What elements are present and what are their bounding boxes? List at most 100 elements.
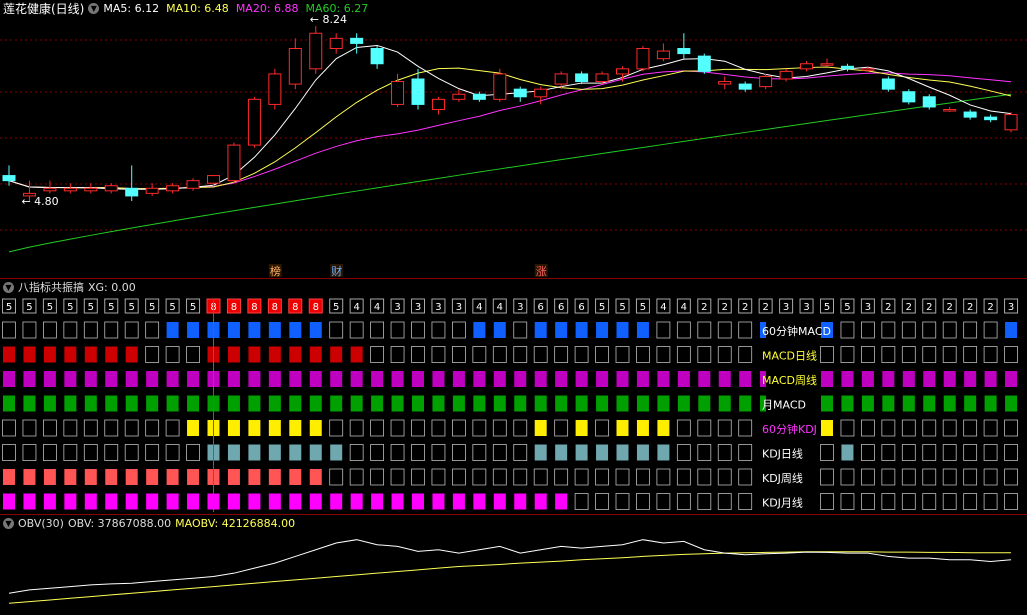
signal-on <box>105 493 118 510</box>
signal-on <box>616 420 629 436</box>
signal-off <box>83 419 98 437</box>
signal-off <box>124 444 139 461</box>
signal-off <box>615 493 630 510</box>
main-chart-panel[interactable]: 莲花健康(日线) ▼ MA5: 6.12 MA10: 6.48 MA20: 6.88… <box>0 0 1027 278</box>
signal-on <box>739 395 752 412</box>
signal-off <box>186 346 200 363</box>
signal-on <box>330 346 343 363</box>
signal-on <box>718 395 731 412</box>
signal-on <box>452 371 465 387</box>
signal-on <box>555 395 568 412</box>
signal-on <box>657 444 670 461</box>
signal-on <box>84 469 97 485</box>
signal-on <box>657 395 670 412</box>
signal-off <box>533 346 548 363</box>
signal-on <box>43 395 56 412</box>
signal-on <box>493 395 506 412</box>
signal-off <box>411 468 425 486</box>
signal-on <box>964 371 977 387</box>
count-cell <box>574 298 589 314</box>
signal-off <box>881 493 896 510</box>
count-cell <box>329 298 344 314</box>
count-value: 5 <box>169 302 175 313</box>
signal-on <box>309 371 322 387</box>
signal-on <box>677 371 690 387</box>
signal-off <box>513 346 528 363</box>
signal-on <box>739 371 752 387</box>
count-value: 8 <box>272 302 278 313</box>
count-value: 4 <box>374 302 380 313</box>
signal-off <box>43 321 57 339</box>
maobv-line <box>8 551 1012 604</box>
signal-off <box>922 346 937 363</box>
obv-panel[interactable]: ▼ OBV(30) OBV: 37867088.00 MAOBV: 421268… <box>0 515 1027 615</box>
candle-body <box>820 63 834 66</box>
signal-on <box>289 444 302 461</box>
signal-on <box>105 469 118 485</box>
count-cell <box>717 298 732 314</box>
signal-off <box>390 444 405 461</box>
signal-off <box>717 346 732 363</box>
signal-on <box>166 395 179 412</box>
count-cell <box>942 298 957 314</box>
signal-on <box>391 493 404 510</box>
main-header: 莲花健康(日线) ▼ MA5: 6.12 MA10: 6.48 MA20: 6.88… <box>0 0 368 16</box>
candle-body <box>922 96 936 108</box>
signal-on <box>1005 322 1018 338</box>
label-swatch <box>760 395 766 412</box>
signal-on <box>452 395 465 412</box>
signal-on <box>984 395 997 412</box>
collapse-icon[interactable]: ▼ <box>3 517 14 529</box>
signal-on <box>821 322 833 338</box>
collapse-icon[interactable]: ▼ <box>3 281 14 293</box>
signal-on <box>596 371 609 387</box>
signal-on <box>493 493 506 510</box>
signal-off <box>676 419 691 437</box>
signal-on <box>412 395 424 412</box>
count-cell <box>840 298 855 314</box>
count-cell <box>635 298 650 314</box>
signal-on <box>309 444 322 461</box>
count-value: 2 <box>987 302 993 313</box>
signal-on <box>555 493 568 510</box>
signal-on <box>125 469 138 485</box>
resonance-header: ▼ 八指标共振搞 XG: 0.00 <box>0 279 136 295</box>
signal-on <box>493 371 506 387</box>
count-value: 5 <box>190 302 196 313</box>
candle-body <box>861 68 875 71</box>
signal-on <box>248 420 261 436</box>
signal-on <box>616 371 629 387</box>
count-value: 4 <box>353 302 359 313</box>
count-cell <box>963 298 978 314</box>
ma-label-0: MA5: 6.12 <box>103 1 160 15</box>
signal-off <box>820 444 834 461</box>
resonance-grid[interactable]: 5555555555888888544333344366655544222233… <box>0 279 1027 514</box>
resonance-panel[interactable]: ▼ 八指标共振搞 XG: 0.00 5555555555888888544333… <box>0 279 1027 514</box>
signal-off <box>451 346 466 363</box>
signal-off <box>472 419 487 437</box>
label-swatch <box>760 371 766 387</box>
kline-chart[interactable]: ← 8.24 ← 4.80 榜 财 涨 <box>0 0 1027 278</box>
candle-body <box>779 70 793 80</box>
row-label-1: MACD日线 <box>762 349 817 363</box>
signal-off <box>922 468 937 486</box>
signal-on <box>534 444 547 461</box>
signal-off <box>922 419 937 437</box>
signal-off <box>1004 493 1018 510</box>
obv-chart[interactable] <box>0 515 1027 615</box>
count-cell <box>595 298 610 314</box>
signal-on <box>943 395 956 412</box>
row-label-0: 60分钟MACD <box>762 324 831 338</box>
signal-on <box>412 493 424 510</box>
signal-off <box>901 468 916 486</box>
signal-off <box>901 493 916 510</box>
signal-on <box>350 493 363 510</box>
collapse-icon[interactable]: ▼ <box>88 2 100 14</box>
signal-off <box>983 346 998 363</box>
signal-off <box>472 346 487 363</box>
signal-off <box>820 346 834 363</box>
signal-on <box>473 493 486 510</box>
signal-off <box>431 346 446 363</box>
signal-on <box>105 371 118 387</box>
signal-off <box>881 321 896 339</box>
